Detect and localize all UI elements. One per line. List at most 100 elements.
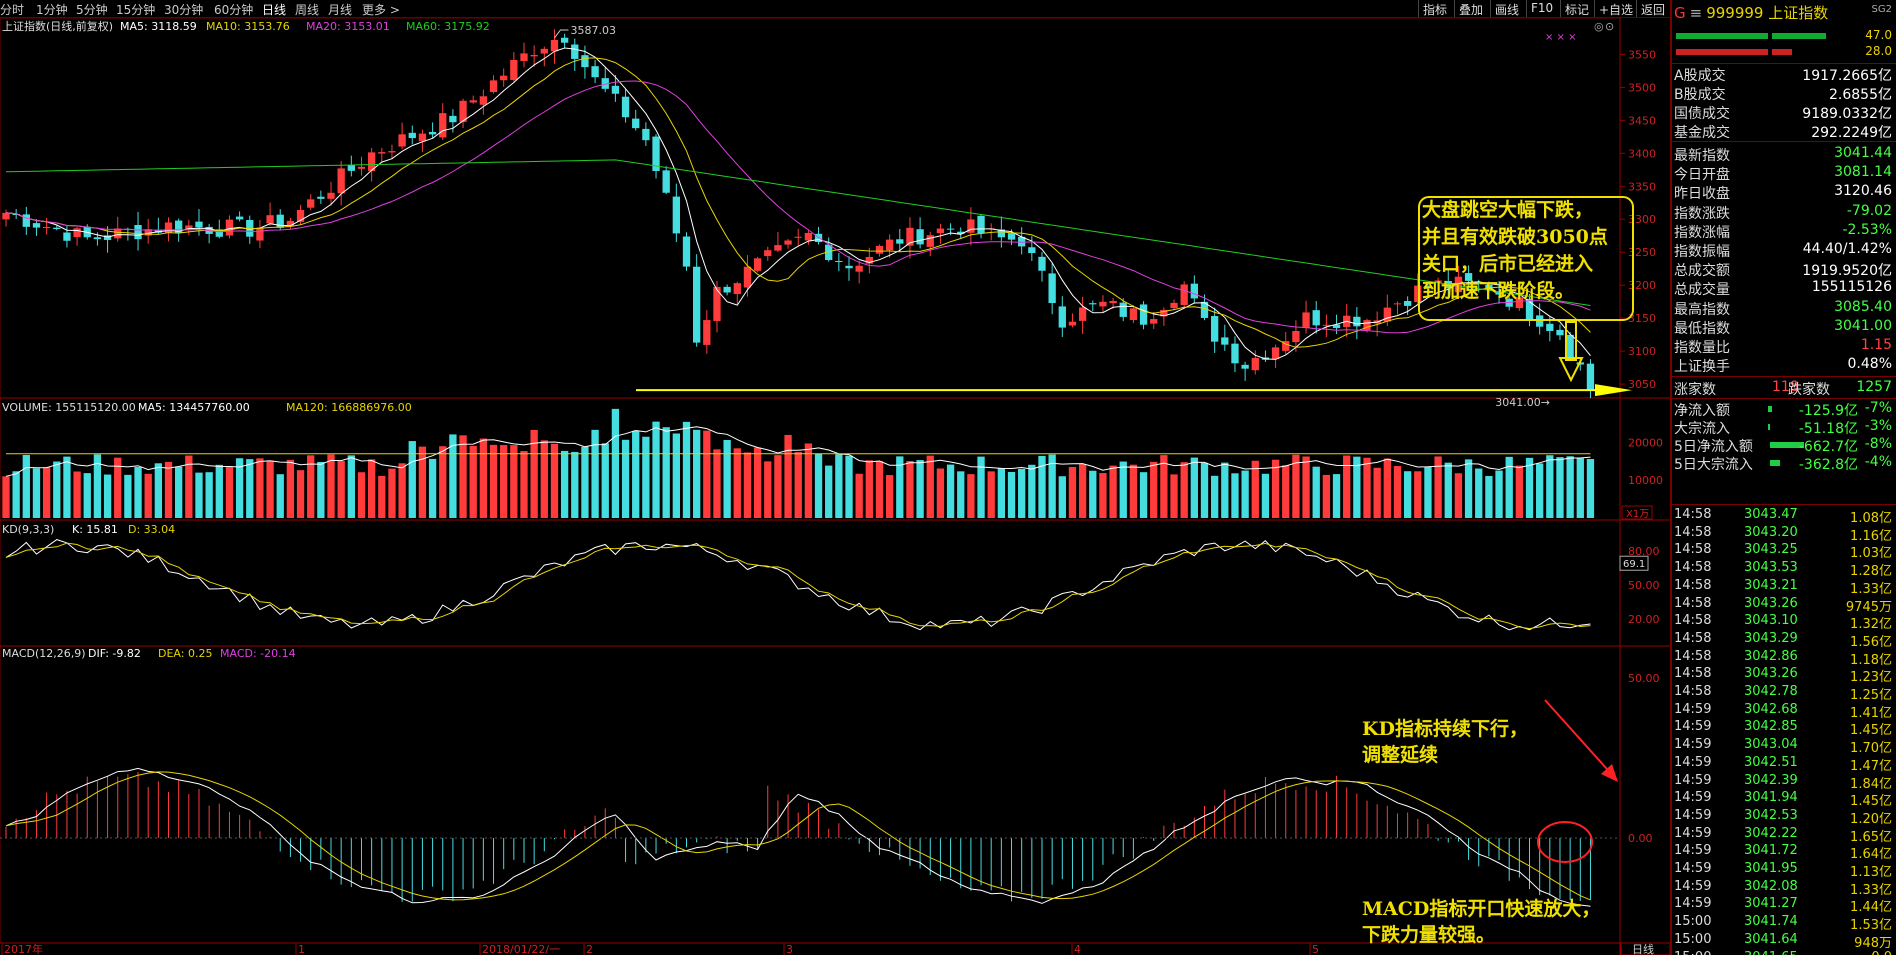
tick-row-19[interactable]: 14:59 3041.72 1.64亿 <box>1672 842 1896 862</box>
period-tab-7[interactable]: 周线 <box>295 3 320 17</box>
candle-body <box>621 96 630 118</box>
candle-body <box>459 100 467 122</box>
volume-bar <box>1393 466 1402 518</box>
candle-body <box>713 286 721 321</box>
candle-body <box>906 227 914 246</box>
tick-row-14[interactable]: 14:59 3042.51 1.47亿 <box>1672 754 1896 774</box>
ma10-line <box>5 57 1591 348</box>
candle-body <box>743 266 752 288</box>
candle-body <box>42 226 51 228</box>
tick-row-6[interactable]: 14:58 3043.10 1.32亿 <box>1672 612 1896 632</box>
tick-row-7[interactable]: 14:58 3043.29 1.56亿 <box>1672 630 1896 650</box>
macd-legend-2: DEA: 0.25 <box>158 647 212 660</box>
quote-row-11: 上证换手 0.48% <box>1672 355 1896 375</box>
tick-price: 3043.10 <box>1744 613 1798 629</box>
flow-bar <box>1768 424 1770 431</box>
volume-bar <box>1271 459 1280 518</box>
tick-row-11[interactable]: 14:59 3042.68 1.41亿 <box>1672 701 1896 721</box>
period-tab-1[interactable]: 1分钟 <box>36 3 68 17</box>
tick-row-25[interactable]: 15:00 3041.65 0.0 <box>1672 949 1896 955</box>
tick-price: 3042.53 <box>1744 807 1798 823</box>
tick-row-8[interactable]: 14:58 3042.86 1.18亿 <box>1672 648 1896 668</box>
toolbar-button-4[interactable]: 标记 <box>1560 0 1593 17</box>
tick-row-15[interactable]: 14:59 3042.39 1.84亿 <box>1672 772 1896 792</box>
candle-body <box>195 221 203 228</box>
quote-row-8: 最高指数 3085.40 <box>1672 298 1896 318</box>
toolbar-button-3[interactable]: F10 <box>1526 0 1557 17</box>
tick-row-16[interactable]: 14:59 3041.94 1.45亿 <box>1672 789 1896 809</box>
tick-row-13[interactable]: 14:59 3043.04 1.70亿 <box>1672 736 1896 756</box>
bar-val-2: 28.0 <box>1865 44 1892 58</box>
toolbar-button-2[interactable]: 画线 <box>1490 0 1523 17</box>
tick-row-18[interactable]: 14:59 3042.22 1.65亿 <box>1672 825 1896 845</box>
candle-body <box>1292 330 1300 343</box>
ma5-line <box>5 47 1591 360</box>
quote-label: 指数振幅 <box>1674 244 1730 260</box>
volume-bar <box>632 430 640 518</box>
tick-row-17[interactable]: 14:59 3042.53 1.20亿 <box>1672 807 1896 827</box>
tick-row-12[interactable]: 14:59 3042.85 1.45亿 <box>1672 718 1896 738</box>
volume-bar <box>388 468 396 518</box>
tick-time: 14:58 <box>1674 684 1712 699</box>
volume-bar <box>134 466 142 518</box>
tick-time: 14:59 <box>1674 772 1712 788</box>
period-tab-6[interactable]: 日线 <box>262 3 287 17</box>
volume-bar <box>530 429 538 518</box>
toolbar-button-0[interactable]: 指标 <box>1418 0 1451 17</box>
index-code[interactable]: G ≡ 999999 上证指数 <box>1674 2 1828 23</box>
tick-row-3[interactable]: 14:58 3043.53 1.28亿 <box>1672 559 1896 579</box>
candle-body <box>794 236 802 238</box>
quote-row-7: 总成交量 155115126 <box>1672 278 1896 298</box>
tick-price: 3043.25 <box>1744 542 1798 558</box>
volume-bar <box>672 433 681 518</box>
tick-time: 14:58 <box>1674 560 1712 576</box>
period-tab-9[interactable]: 更多 > <box>362 3 400 17</box>
tick-row-23[interactable]: 15:00 3041.74 1.53亿 <box>1672 913 1896 933</box>
candle-body <box>1099 301 1107 307</box>
flow-value: -662.7亿 <box>1798 439 1858 456</box>
tick-row-21[interactable]: 14:59 3042.08 1.33亿 <box>1672 878 1896 898</box>
tick-row-0[interactable]: 14:58 3043.47 1.08亿 <box>1672 506 1896 526</box>
candle-body <box>1251 357 1259 371</box>
candle-body <box>1536 315 1544 327</box>
tick-row-22[interactable]: 14:59 3041.27 1.44亿 <box>1672 895 1896 915</box>
candle-body <box>53 227 61 230</box>
candle-body <box>1078 307 1087 321</box>
toolbar-button-5[interactable]: +自选 <box>1594 0 1637 17</box>
tick-row-1[interactable]: 14:58 3043.20 1.16亿 <box>1672 524 1896 544</box>
volume-bar <box>1282 465 1290 518</box>
period-tab-3[interactable]: 15分钟 <box>116 3 156 17</box>
volume-bar <box>571 451 579 518</box>
kd-red-arrow <box>1544 699 1616 779</box>
tick-row-2[interactable]: 14:58 3043.25 1.03亿 <box>1672 541 1896 561</box>
period-tab-4[interactable]: 30分钟 <box>164 3 204 17</box>
flow-label: 大宗流入 <box>1674 421 1730 438</box>
candle-body <box>1210 316 1219 342</box>
period-tab-8[interactable]: 月线 <box>328 3 353 17</box>
tick-row-20[interactable]: 14:59 3041.95 1.13亿 <box>1672 860 1896 880</box>
period-tab-2[interactable]: 5分钟 <box>76 3 108 17</box>
volume-bar <box>307 455 315 518</box>
tick-volume: 1.41亿 <box>1850 705 1892 721</box>
candle-body <box>357 166 366 169</box>
unit-box <box>1621 505 1653 520</box>
toolbar-button-1[interactable]: 叠加 <box>1454 0 1487 17</box>
period-tab-0[interactable]: 分时 <box>0 3 25 17</box>
kd-y-tick-2: 20.00 <box>1628 613 1660 626</box>
menu-icon[interactable]: ≡ <box>1689 4 1703 22</box>
kline-chart[interactable]: 3550350034503400335033003250320031503100… <box>0 18 1670 955</box>
tick-row-10[interactable]: 14:58 3042.78 1.25亿 <box>1672 683 1896 703</box>
volume-bar <box>967 474 975 518</box>
tick-row-24[interactable]: 15:00 3041.64 948万 <box>1672 931 1896 951</box>
candle-body <box>500 75 508 81</box>
candle-body <box>235 216 244 220</box>
toolbar-button-6[interactable]: 返回 <box>1636 0 1669 17</box>
candle-body <box>32 223 41 228</box>
tick-row-5[interactable]: 14:58 3043.26 9745万 <box>1672 595 1896 615</box>
candle-body <box>1566 334 1574 359</box>
tick-row-9[interactable]: 14:58 3043.26 1.23亿 <box>1672 665 1896 685</box>
tick-row-4[interactable]: 14:58 3043.21 1.33亿 <box>1672 577 1896 597</box>
tick-volume: 1.33亿 <box>1850 882 1892 898</box>
period-tab-5[interactable]: 60分钟 <box>214 3 254 17</box>
sidebar-header: G ≡ 999999 上证指数 SG2 <box>1672 0 1896 23</box>
